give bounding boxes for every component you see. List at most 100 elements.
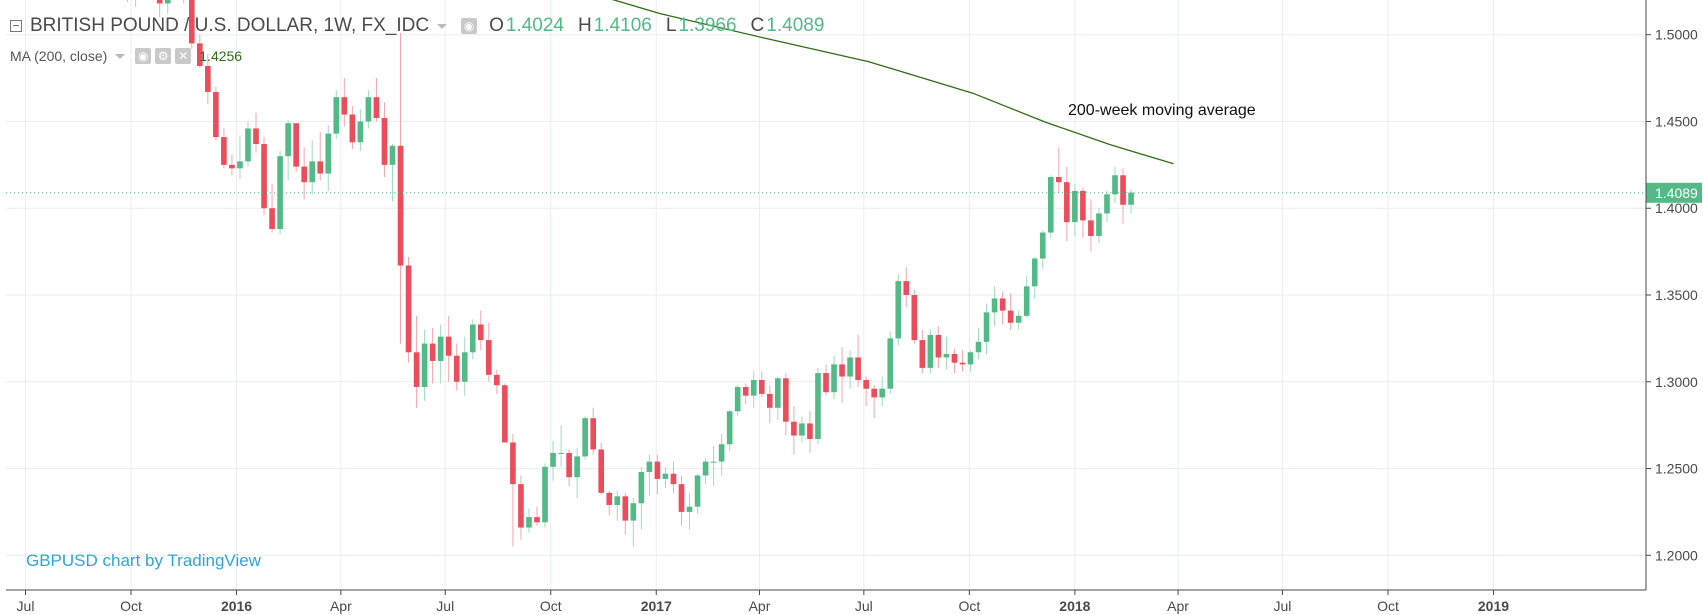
candle	[261, 137, 267, 216]
candle-body	[221, 137, 227, 165]
x-tick-label: Jul	[436, 598, 454, 614]
candle	[437, 324, 444, 384]
eye-icon[interactable]: ◉	[461, 18, 478, 34]
eye-icon[interactable]: ◉	[135, 48, 152, 64]
candle-body	[807, 423, 813, 440]
candle	[1112, 166, 1118, 204]
candle	[1031, 256, 1038, 299]
candle-body	[453, 355, 460, 382]
x-tick-label: 2019	[1478, 598, 1509, 614]
candle-body	[542, 466, 548, 523]
chevron-down-icon[interactable]	[437, 23, 448, 29]
x-tick-label: 2017	[641, 598, 672, 614]
candle-body	[188, 0, 195, 44]
candle-body	[413, 352, 420, 387]
candle-body	[494, 374, 500, 386]
candle	[156, 0, 163, 18]
candle-body	[1120, 175, 1126, 205]
candle-body	[285, 123, 291, 157]
candle-body	[863, 380, 869, 389]
candle-body	[261, 144, 267, 209]
candle-body	[710, 461, 717, 463]
candle	[823, 364, 829, 396]
last-price-label: 1.4089	[1655, 185, 1698, 201]
candle	[188, 0, 195, 49]
chevron-down-icon[interactable]	[115, 53, 126, 59]
candle-body	[502, 385, 508, 443]
ma-200-line	[611, 0, 1174, 165]
candle	[863, 376, 869, 407]
candle-body	[847, 357, 853, 377]
candle-body	[927, 334, 934, 368]
candle	[1064, 166, 1070, 242]
candle-body	[678, 484, 685, 512]
close-label: C	[750, 15, 765, 36]
last-price-tag	[1646, 182, 1702, 203]
candle	[477, 310, 484, 351]
candle-body	[229, 164, 235, 169]
candle	[710, 445, 717, 486]
candle-body	[1088, 220, 1094, 236]
candle	[598, 442, 605, 495]
symbol-legend: BRITISH POUND / U.S. DOLLAR, 1W, FX_IDC …	[10, 15, 824, 37]
candle	[654, 454, 661, 495]
candle-body	[526, 517, 532, 528]
candle-body	[237, 161, 243, 169]
candle	[590, 407, 596, 455]
candle	[429, 327, 436, 384]
candle	[373, 78, 380, 122]
candle-body	[293, 123, 299, 167]
candles-layer	[127, 0, 1134, 547]
candle	[911, 289, 918, 344]
candle-body	[871, 388, 877, 398]
last-price-layer: 1.4089	[6, 182, 1702, 203]
candle	[807, 411, 813, 453]
candle	[301, 147, 307, 200]
candle-body	[951, 354, 958, 363]
x-tick-label: Jul	[1273, 598, 1291, 614]
candle	[542, 463, 548, 528]
candle	[365, 90, 372, 129]
close-icon[interactable]: ✕	[175, 48, 192, 64]
candle	[831, 355, 837, 400]
candle-body	[670, 473, 677, 485]
candle	[550, 440, 556, 481]
candle	[927, 329, 934, 374]
candle	[702, 458, 709, 485]
chart-grid	[6, 0, 1646, 590]
candle-body	[405, 265, 412, 353]
candle-body	[534, 517, 540, 523]
candle	[622, 492, 629, 535]
candle-body	[437, 336, 444, 361]
candle	[1039, 230, 1046, 269]
candle-body	[477, 324, 484, 341]
candle	[221, 128, 227, 169]
candle-body	[550, 452, 556, 467]
y-tick-label: 1.3000	[1655, 374, 1698, 390]
candle-body	[750, 380, 757, 396]
candle	[510, 433, 516, 547]
candle	[887, 331, 894, 394]
candle	[1056, 147, 1062, 193]
candle	[630, 498, 637, 547]
candle	[405, 256, 412, 363]
candle-body	[1072, 190, 1078, 223]
candle	[855, 334, 861, 387]
candle	[879, 376, 886, 407]
candle-body	[831, 364, 837, 393]
attribution-link[interactable]: GBPUSD chart by TradingView	[26, 551, 261, 570]
candle-body	[734, 386, 741, 412]
candle	[1047, 175, 1054, 238]
collapse-square-icon[interactable]	[10, 20, 22, 32]
candle	[285, 119, 291, 181]
candle-body	[967, 352, 974, 365]
candle	[919, 329, 926, 374]
candle	[967, 350, 974, 372]
candle-body	[373, 97, 380, 118]
candle	[349, 105, 356, 150]
candle	[750, 371, 757, 408]
candle	[726, 409, 733, 452]
gear-icon[interactable]: ⚙	[155, 48, 172, 64]
candle	[1015, 310, 1022, 330]
